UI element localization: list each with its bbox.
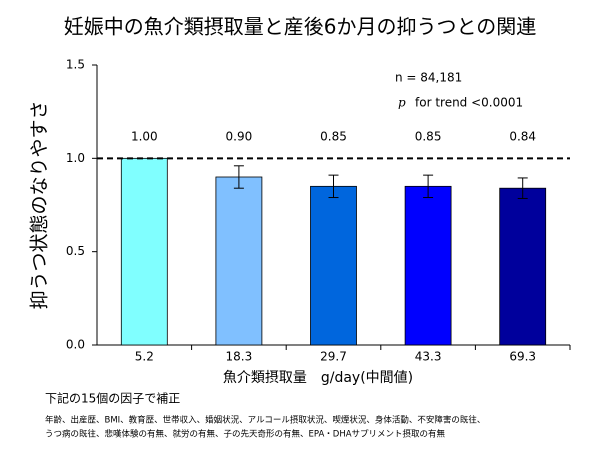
x-axis-title: 魚介類摂取量 g/day(中間値) [223,370,413,386]
x-tick-label: 5.2 [135,350,154,364]
x-tick-label: 69.3 [509,350,536,364]
bar [215,176,263,346]
value-label: 0.90 [226,130,253,144]
bar [310,185,357,346]
y-axis-title: 抑うつ状態のなりやすさ [29,100,51,309]
annotation: for trend <0.0001 [415,96,523,110]
x-tick-label: 18.3 [226,350,253,364]
value-label: 0.85 [320,130,347,144]
annotation: n = 84,181 [395,71,462,85]
y-tick-label: 0.5 [66,244,85,258]
bar [499,187,547,346]
note: うつ病の既往、悲嘆体験の有無、就労の有無、子の先天奇形の有無、EPA・DHAサプ… [45,429,446,440]
x-tick-label: 29.7 [320,350,347,364]
annotation: p [398,96,406,110]
x-tick-label: 43.3 [415,350,442,364]
value-label: 0.85 [415,130,442,144]
value-label: 0.84 [509,130,536,144]
note: 下記の15個の因子で補正 [45,391,180,406]
y-tick-label: 1.5 [66,58,85,72]
y-tick-label: 0.0 [66,338,85,352]
chart-title: 妊娠中の魚介類摂取量と産後6か月の抑うつとの関連 [64,15,537,39]
note: 年齢、出産歴、BMI、教育歴、世帯収入、婚姻状況、アルコール摂取状況、喫煙状況、… [45,415,485,426]
bar [120,157,168,346]
value-label: 1.00 [131,130,158,144]
bar [404,185,452,346]
y-tick-label: 1.0 [66,151,85,165]
